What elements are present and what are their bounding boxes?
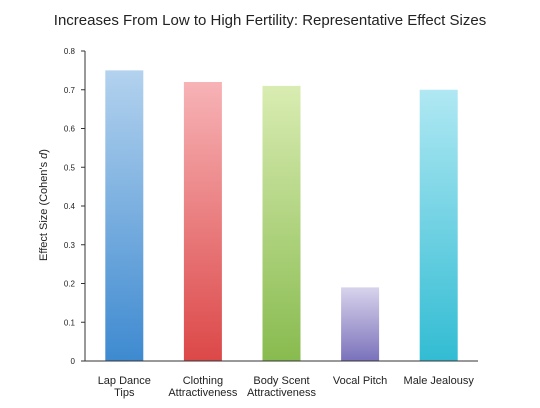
y-tick-label: 0.2 bbox=[64, 280, 76, 289]
y-tick-label: 0.6 bbox=[64, 125, 76, 134]
y-tick-label: 0.4 bbox=[64, 202, 76, 211]
y-tick-label: 0.8 bbox=[64, 47, 76, 56]
bar-vocal-pitch bbox=[341, 287, 380, 361]
y-tick-label: 0.3 bbox=[64, 241, 76, 250]
x-category-label: Clothing Attractiveness bbox=[168, 375, 238, 399]
bar-lap-dance-tips bbox=[105, 70, 144, 361]
x-category-label: Lap Dance Tips bbox=[98, 375, 151, 399]
y-tick-label: 0 bbox=[71, 357, 76, 366]
x-category-label: Body Scent Attractiveness bbox=[247, 375, 317, 399]
bar-male-jealousy bbox=[419, 89, 458, 361]
x-category-label: Vocal Pitch bbox=[333, 375, 387, 387]
x-category-label: Male Jealousy bbox=[404, 375, 475, 387]
chart-title: Increases From Low to High Fertility: Re… bbox=[53, 12, 487, 29]
bar-clothing-attractiveness bbox=[183, 82, 222, 361]
bar-body-scent-attractiveness bbox=[262, 85, 301, 361]
y-tick-label: 0.7 bbox=[64, 86, 76, 95]
y-tick-label: 0.5 bbox=[64, 163, 76, 172]
y-tick-label: 0.1 bbox=[64, 318, 76, 327]
y-axis-label: Effect Size (Cohen's d) bbox=[38, 149, 50, 261]
